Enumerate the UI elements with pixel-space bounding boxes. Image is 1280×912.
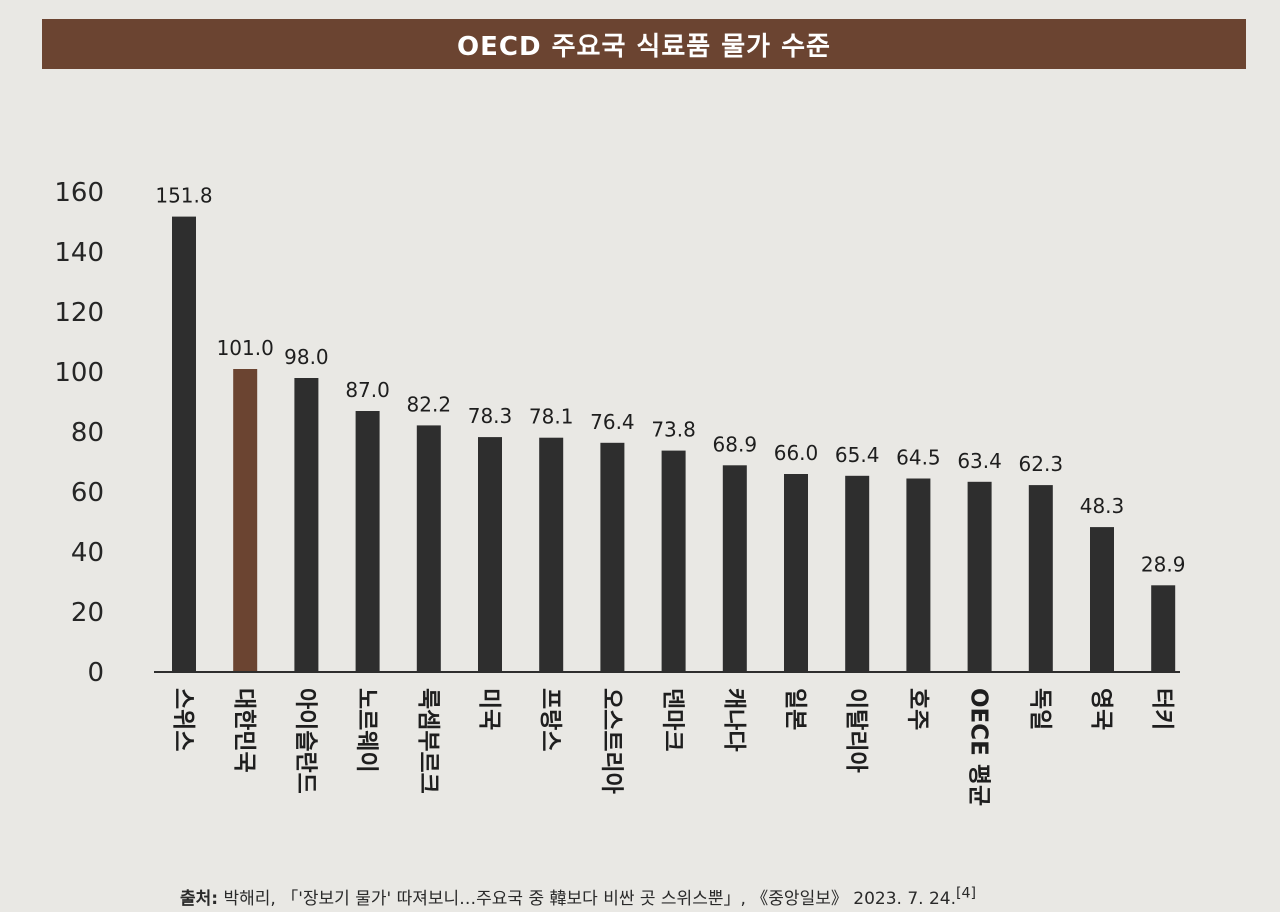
bar [233,369,258,672]
bar [294,378,319,672]
bar [661,450,686,672]
y-tick-label: 100 [54,358,104,388]
value-label: 101.0 [217,336,274,360]
bar [478,437,502,672]
value-labels: 151.8 101.0 98.0 87.0 82.2 78.3 78.1 76.4 73.8 68… [155,184,1185,577]
bar [1151,585,1176,672]
value-label: 64.5 [896,446,941,470]
category-label: 룩셈부르크 [415,688,441,794]
bar [172,216,196,672]
y-tick-label: 0 [87,658,104,688]
category-label: 프랑스 [537,688,563,751]
bar [784,474,808,672]
value-label: 98.0 [284,345,329,369]
y-tick-label: 80 [71,418,104,448]
bar [1090,527,1114,672]
y-tick-label: 60 [71,478,104,508]
category-label: 캐나다 [721,688,747,751]
category-label: 터키 [1149,688,1175,730]
value-label: 87.0 [345,378,390,402]
category-label: 호주 [904,688,930,730]
value-label: 78.3 [468,404,513,428]
category-label: 이탈리아 [843,688,869,773]
source-citation: 출처: 박해리, 「'장보기 물가' 따져보니…주요국 중 韓보다 비싼 곳 스… [180,884,1240,912]
value-label: 65.4 [835,443,880,467]
value-label: 151.8 [155,184,212,208]
value-label: 28.9 [1141,552,1186,576]
y-tick-label: 120 [54,298,104,328]
category-label: 미국 [476,688,502,730]
y-tick-label: 140 [54,238,104,268]
category-label: 대한민국 [231,688,257,773]
y-tick-label: 160 [54,178,104,208]
chart-title: OECD 주요국 식료품 물가 수준 [457,31,831,62]
bar [539,437,564,672]
bar [967,481,992,672]
category-label: OECE 평균 [966,688,992,806]
value-label: 48.3 [1080,494,1125,518]
value-label: 62.3 [1019,452,1064,476]
category-label: 노르웨이 [354,688,380,773]
chart-title-bar: OECD 주요국 식료품 물가 수준 [42,19,1246,69]
source-text: 박해리, 「'장보기 물가' 따져보니…주요국 중 韓보다 비싼 곳 스위스뿐」… [218,889,956,909]
bar [845,475,870,672]
bar [416,425,441,672]
source-label: 출처: [180,889,219,909]
value-label: 82.2 [407,392,452,416]
value-label: 73.8 [651,418,696,442]
category-label: 오스트리아 [598,688,624,794]
bar [600,442,625,672]
category-label: 영국 [1088,688,1114,730]
bar [1028,485,1053,672]
y-tick-label: 20 [71,598,104,628]
y-tick-label: 40 [71,538,104,568]
category-label: 아이슬란드 [292,688,318,794]
bar-chart: 0 20 40 60 80 100 120 140 160 151.8 101.0 98.0 87.0… [54,178,1185,806]
bar [355,411,380,672]
y-axis: 0 20 40 60 80 100 120 140 160 [54,178,104,688]
value-label: 68.9 [713,432,758,456]
value-label: 76.4 [590,410,635,434]
value-label: 63.4 [957,449,1002,473]
bars [172,216,1176,672]
bar [906,478,931,672]
category-label: 일본 [782,688,808,730]
bar [722,465,747,672]
category-labels: 스위스 대한민국 아이슬란드 노르웨이 룩셈부르크 미국 프랑스 오스트리아 덴마크 캐나다 일본 이… [170,688,1175,806]
category-label: 독일 [1027,688,1053,730]
category-label: 스위스 [170,688,196,751]
source-ref: [4] [955,885,977,902]
value-label: 66.0 [774,441,819,465]
category-label: 덴마크 [660,688,686,751]
value-label: 78.1 [529,405,574,429]
